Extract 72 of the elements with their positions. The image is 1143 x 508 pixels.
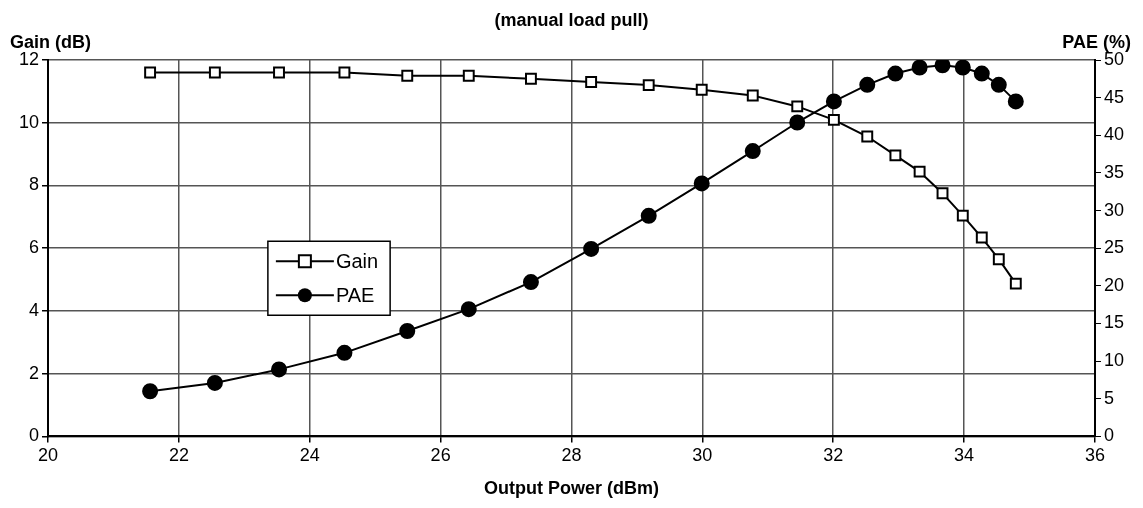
point [990, 76, 1007, 93]
y-tick-label: 10 [18, 111, 40, 132]
point [583, 240, 600, 257]
point [956, 209, 969, 222]
point [936, 187, 949, 200]
point [744, 143, 761, 160]
point [208, 66, 221, 79]
point [144, 66, 157, 79]
legend-label: Gain [335, 249, 379, 272]
point [973, 65, 990, 82]
point [693, 175, 710, 192]
x-tick-label: 30 [692, 445, 713, 466]
y2-tick-label: 45 [1103, 86, 1125, 107]
y-tick-label: 8 [29, 174, 40, 195]
point [271, 361, 288, 378]
x-axis-title: Output Power (dBm) [484, 478, 659, 498]
point [746, 89, 759, 102]
y2-tick-label: 0 [1103, 425, 1114, 446]
y-tick-label: 0 [29, 425, 40, 446]
point [642, 79, 655, 92]
point [825, 93, 842, 110]
y-tick-label: 4 [29, 299, 40, 320]
y2-tick-label: 30 [1103, 199, 1125, 220]
point [524, 72, 537, 85]
point [954, 60, 971, 76]
point [206, 374, 223, 391]
x-tick-label: 26 [430, 445, 451, 466]
y2-tick-label: 25 [1103, 237, 1125, 258]
point [1007, 93, 1024, 110]
x-tick-label: 20 [38, 445, 59, 466]
point [913, 165, 926, 178]
point [336, 344, 353, 361]
y-tick-label: 6 [29, 237, 40, 258]
point [859, 76, 876, 93]
x-tick-label: 34 [954, 445, 975, 466]
point [992, 253, 1005, 266]
point [791, 100, 804, 113]
point [462, 69, 475, 82]
y2-tick-label: 20 [1103, 274, 1125, 295]
point [695, 83, 708, 96]
point [827, 113, 840, 126]
y2-tick-label: 35 [1103, 161, 1125, 182]
x-tick-label: 22 [168, 445, 189, 466]
point [887, 65, 904, 82]
legend-label: PAE [335, 283, 375, 306]
point [460, 301, 477, 318]
y2-tick-label: 40 [1103, 124, 1125, 145]
y2-tick-label: 5 [1103, 387, 1114, 408]
point [338, 66, 351, 79]
point [889, 149, 902, 162]
point [1009, 277, 1022, 290]
point [585, 76, 598, 88]
point [975, 231, 988, 244]
point [142, 383, 159, 400]
chart-title: (manual load pull) [494, 10, 649, 30]
point [522, 274, 539, 291]
point [399, 323, 416, 340]
point [934, 60, 951, 74]
y2-tick-label: 15 [1103, 312, 1125, 333]
point [911, 60, 928, 76]
point [273, 66, 285, 79]
x-tick-label: 28 [561, 445, 582, 466]
x-tick-label: 32 [823, 445, 844, 466]
y2-tick-label: 10 [1103, 350, 1125, 371]
point [789, 114, 806, 131]
point [640, 207, 657, 224]
x-tick-label: 24 [299, 445, 320, 466]
y2-axis-title: PAE (%) [1062, 32, 1131, 52]
point [401, 69, 414, 82]
point [861, 130, 874, 143]
x-tick-label: 36 [1084, 445, 1105, 466]
y-tick-label: 2 [29, 362, 40, 383]
